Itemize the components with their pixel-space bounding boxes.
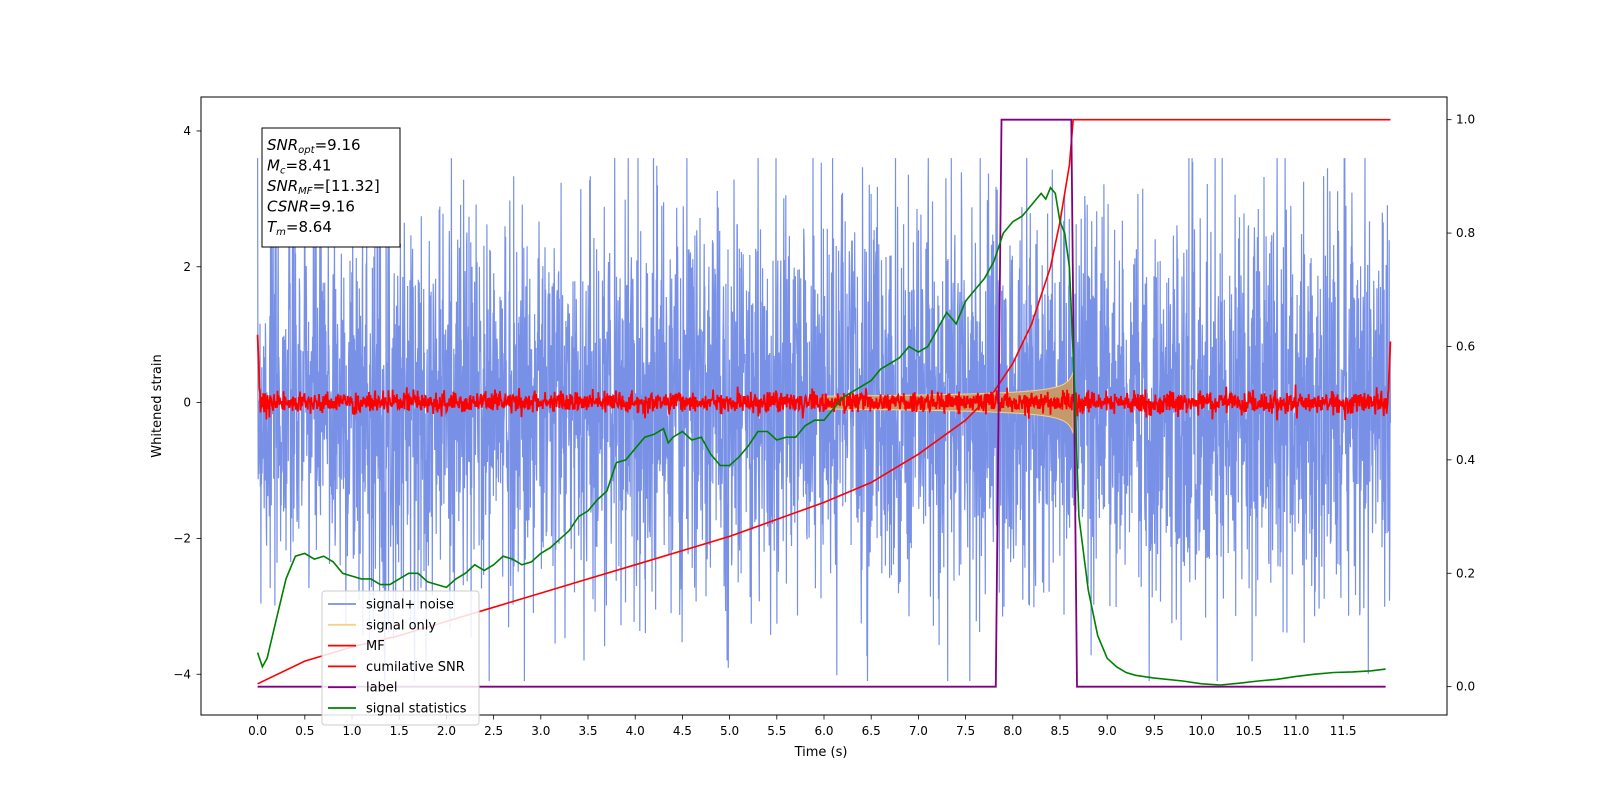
annotation-line: SNRMF=[11.32] [267, 177, 380, 197]
x-tick-label: 1.0 [342, 724, 361, 738]
legend-label: cumilative SNR [366, 660, 465, 675]
y2-tick-label: 0.2 [1456, 566, 1475, 580]
y-axis-ticks: 4 2 0 −2 −4 [173, 124, 201, 681]
legend-label: signal statistics [366, 702, 467, 717]
x-tick-label: 8.5 [1050, 724, 1069, 738]
x-tick-label: 1.5 [390, 724, 409, 738]
x-tick-label: 3.5 [578, 724, 597, 738]
x-tick-label: 2.5 [484, 724, 503, 738]
x-tick-label: 6.0 [814, 724, 833, 738]
x-tick-label: 0.0 [248, 724, 267, 738]
x-tick-label: 9.5 [1145, 724, 1164, 738]
label-series [257, 118, 1386, 688]
x-tick-label: 3.0 [531, 724, 550, 738]
y2-tick-label: 0.8 [1456, 226, 1475, 240]
x-tick-label: 10.5 [1235, 724, 1262, 738]
y-tick-label: 2 [183, 260, 191, 274]
annotation-line: Mc=8.41 [267, 157, 331, 177]
x-tick-label: 11.5 [1330, 724, 1357, 738]
y2-axis-ticks: 1.0 0.8 0.6 0.4 0.2 0.0 [1447, 113, 1475, 694]
x-tick-label: 4.0 [626, 724, 645, 738]
legend-label: signal only [366, 618, 436, 633]
plot-area [256, 118, 1392, 688]
x-tick-label: 6.5 [862, 724, 881, 738]
x-axis-label: Time (s) [794, 745, 848, 760]
label-line [257, 118, 1386, 688]
signal-statistics-series [256, 186, 1386, 686]
annotation-frame [261, 127, 401, 248]
y2-tick-label: 1.0 [1456, 113, 1475, 127]
x-axis-ticks: 0.0 0.5 1.0 1.5 2.0 2.5 3.0 3.5 4.0 4.5 5.0 5.5 6.0 6… [248, 715, 1357, 738]
annotation-line: SNRopt=9.16 [267, 136, 361, 156]
y2-tick-label: 0.4 [1456, 453, 1475, 467]
legend: signal+ noise signal only MF cumilative SNR… [321, 590, 480, 726]
mf-series [256, 334, 1392, 421]
x-tick-label: 7.5 [956, 724, 975, 738]
y-tick-label: 0 [183, 396, 191, 410]
legend-label: signal+ noise [366, 598, 454, 613]
annotation-line: CSNR=9.16 [267, 198, 355, 216]
legend-label: label [366, 681, 397, 696]
y-tick-label: 4 [183, 124, 191, 138]
y-axis-label: Whitened strain [150, 354, 165, 457]
signal-statistics-line [256, 186, 1386, 686]
x-tick-label: 9.0 [1098, 724, 1117, 738]
y-tick-label: −4 [173, 667, 191, 681]
x-tick-label: 5.5 [767, 724, 786, 738]
x-tick-label: 4.5 [673, 724, 692, 738]
x-tick-label: 2.0 [437, 724, 456, 738]
legend-frame [321, 590, 480, 726]
x-tick-label: 7.0 [909, 724, 928, 738]
annotation-box: SNRopt=9.16Mc=8.41SNRMF=[11.32]CSNR=9.16… [261, 127, 401, 248]
x-tick-label: 10.0 [1188, 724, 1215, 738]
x-tick-label: 0.5 [295, 724, 314, 738]
x-tick-label: 5.0 [720, 724, 739, 738]
annotation-line: Tm=8.64 [267, 218, 332, 238]
mf-line [256, 334, 1392, 421]
signal-plus-noise-series [257, 158, 1391, 682]
x-tick-label: 11.0 [1283, 724, 1310, 738]
x-tick-label: 8.0 [1003, 724, 1022, 738]
signal-plus-noise-line [257, 158, 1391, 682]
y2-tick-label: 0.0 [1456, 680, 1475, 694]
y-tick-label: −2 [173, 531, 191, 545]
y2-tick-label: 0.6 [1456, 339, 1475, 353]
legend-label: MF [366, 639, 385, 654]
